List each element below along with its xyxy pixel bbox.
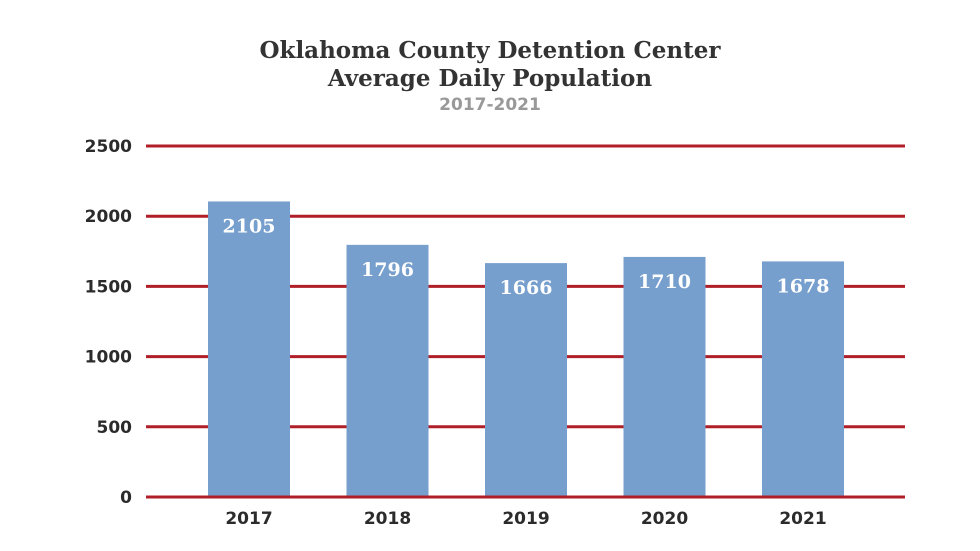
data-label: 2105 — [223, 215, 276, 237]
x-tick-label: 2017 — [225, 509, 272, 529]
x-tick-label: 2019 — [502, 509, 549, 529]
bar-2018 — [346, 244, 429, 497]
data-label: 1666 — [500, 277, 553, 299]
x-axis-ticks: 2017 2018 2019 2020 2021 — [225, 509, 826, 529]
chart-subtitle: 2017-2021 — [439, 95, 541, 115]
x-tick-label: 2020 — [641, 509, 688, 529]
y-tick-label: 2000 — [85, 207, 132, 227]
bar-2019 — [485, 263, 567, 497]
bar-2017 — [208, 201, 290, 497]
x-tick-label: 2018 — [364, 509, 411, 529]
data-label: 1796 — [361, 259, 414, 281]
chart-title: Oklahoma County Detention Center — [259, 37, 721, 64]
y-tick-label: 1500 — [85, 277, 132, 297]
bars — [208, 201, 844, 497]
y-axis-ticks: 0 500 1000 1500 2000 2500 — [85, 137, 132, 508]
data-labels: 2105 1796 1666 1710 1678 — [223, 215, 830, 299]
data-label: 1678 — [777, 275, 830, 297]
y-tick-label: 0 — [120, 488, 132, 508]
bar-2021 — [762, 261, 844, 497]
y-tick-label: 500 — [97, 418, 133, 438]
x-tick-label: 2021 — [779, 509, 826, 529]
bar-2020 — [623, 256, 706, 497]
chart-title-line2: Average Daily Population — [327, 65, 653, 92]
y-tick-label: 2500 — [85, 137, 132, 157]
y-tick-label: 1000 — [85, 348, 132, 368]
data-label: 1710 — [638, 271, 691, 293]
